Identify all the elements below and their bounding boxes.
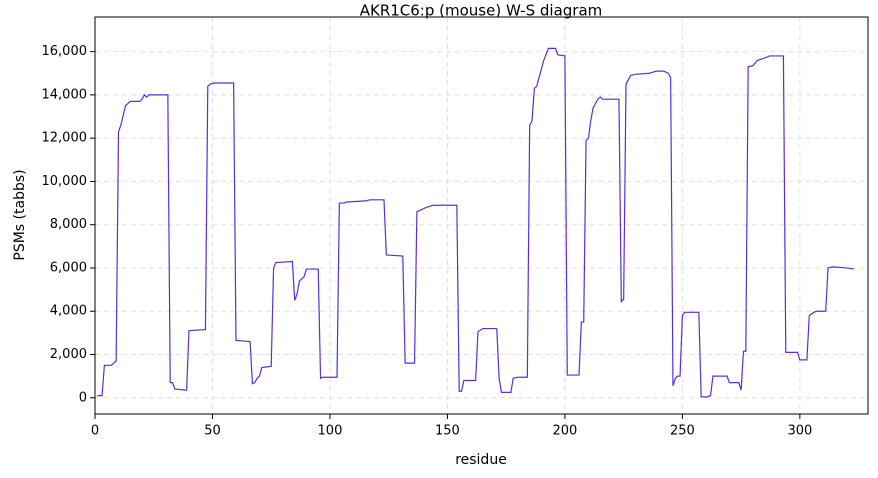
plot-frame <box>94 16 869 415</box>
y-tick-label: 0 <box>79 390 87 405</box>
x-tick-label: 250 <box>670 424 695 439</box>
x-tick-label: 150 <box>435 424 460 439</box>
x-tick-label: 50 <box>204 424 221 439</box>
y-tick-label: 6,000 <box>50 260 87 275</box>
y-tick-label: 14,000 <box>42 87 88 102</box>
x-tick-label: 200 <box>552 424 577 439</box>
x-tick-label: 100 <box>318 424 343 439</box>
y-tick-label: 12,000 <box>42 131 88 146</box>
y-tick-label: 16,000 <box>42 44 88 59</box>
chart-title: AKR1C6:p (mouse) W-S diagram <box>360 2 603 20</box>
x-tick-label: 0 <box>91 424 99 439</box>
x-tick-label: 300 <box>787 424 812 439</box>
y-tick-label: 2,000 <box>50 347 87 362</box>
y-tick-label: 8,000 <box>50 217 87 232</box>
y-tick-label: 4,000 <box>50 304 87 319</box>
y-tick-label: 10,000 <box>42 174 88 189</box>
x-axis-label: residue <box>455 452 507 468</box>
data-line <box>97 47 854 398</box>
y-axis-label: PSMs (tabbs) <box>12 169 28 260</box>
